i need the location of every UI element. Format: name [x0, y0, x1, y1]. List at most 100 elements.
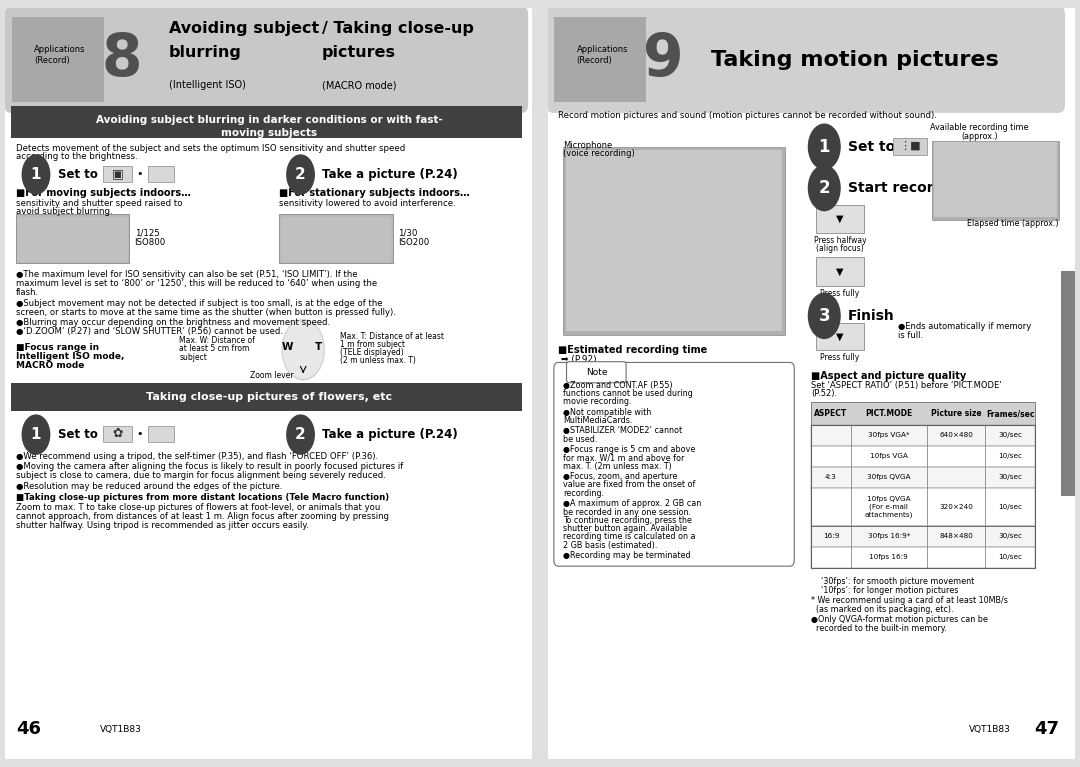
- Text: (MACRO mode): (MACRO mode): [322, 80, 396, 90]
- Text: Taking close-up pictures of flowers, etc: Taking close-up pictures of flowers, etc: [146, 392, 392, 402]
- Text: 10fps VGA: 10fps VGA: [869, 453, 908, 459]
- Text: 8: 8: [102, 31, 141, 88]
- Bar: [103, 166, 132, 182]
- Text: ➡ (P.92): ➡ (P.92): [561, 355, 596, 364]
- Text: (P.52).: (P.52).: [811, 389, 837, 398]
- FancyBboxPatch shape: [554, 363, 794, 566]
- Text: MACRO mode: MACRO mode: [16, 361, 84, 370]
- Text: ▣: ▣: [112, 167, 123, 180]
- Text: PICT.MODE: PICT.MODE: [865, 409, 913, 418]
- Text: ■Aspect and picture quality: ■Aspect and picture quality: [811, 371, 967, 381]
- FancyBboxPatch shape: [567, 362, 626, 383]
- Bar: [811, 488, 1035, 525]
- Text: Set ‘ASPECT RATIO’ (P.51) before ‘PICT.MODE’: Set ‘ASPECT RATIO’ (P.51) before ‘PICT.M…: [811, 380, 1002, 390]
- Text: Taking motion pictures: Taking motion pictures: [711, 50, 999, 70]
- Text: 10/sec: 10/sec: [998, 453, 1022, 459]
- Text: 30fps 16:9*: 30fps 16:9*: [867, 533, 910, 539]
- Circle shape: [809, 166, 840, 211]
- Text: Zoom to max. T to take close-up pictures of flowers at foot-level, or animals th: Zoom to max. T to take close-up pictures…: [16, 503, 380, 512]
- Text: (align focus): (align focus): [816, 244, 864, 252]
- Text: (Record): (Record): [35, 56, 70, 64]
- Text: recording time is calculated on a: recording time is calculated on a: [564, 532, 696, 542]
- Text: 16:9: 16:9: [823, 533, 839, 539]
- Text: 10fps 16:9: 10fps 16:9: [869, 554, 908, 560]
- Text: sensitivity lowered to avoid interference.: sensitivity lowered to avoid interferenc…: [280, 199, 456, 208]
- Text: 1: 1: [30, 167, 41, 182]
- Text: ASPECT: ASPECT: [814, 409, 848, 418]
- Text: Elapsed time (approx.): Elapsed time (approx.): [968, 219, 1058, 228]
- Bar: [16, 214, 130, 263]
- Text: 1/125: 1/125: [135, 229, 160, 238]
- Bar: [811, 446, 1035, 467]
- Bar: [566, 150, 782, 331]
- Text: Press halfway: Press halfway: [813, 236, 866, 245]
- Text: (TELE displayed): (TELE displayed): [340, 348, 404, 357]
- Bar: [548, 708, 1075, 759]
- Text: Take a picture (P.24): Take a picture (P.24): [322, 428, 457, 441]
- Text: ■Taking close-up pictures from more distant locations (Tele Macro function): ■Taking close-up pictures from more dist…: [16, 492, 389, 502]
- Text: ■For stationary subjects indoors…: ■For stationary subjects indoors…: [280, 189, 470, 199]
- Text: Note: Note: [585, 367, 607, 377]
- Text: at least 5 cm from: at least 5 cm from: [179, 344, 249, 354]
- Text: ■Estimated recording time: ■Estimated recording time: [558, 344, 707, 354]
- Text: ▼: ▼: [836, 332, 843, 342]
- Text: Zoom lever: Zoom lever: [249, 371, 294, 380]
- Circle shape: [283, 321, 323, 378]
- Text: movie recording.: movie recording.: [564, 397, 632, 406]
- Text: 1 m from subject: 1 m from subject: [340, 340, 405, 349]
- Text: ●Ends automatically if memory: ●Ends automatically if memory: [899, 322, 1031, 331]
- Bar: [811, 425, 1035, 568]
- Bar: [811, 402, 1035, 425]
- Bar: [280, 214, 393, 263]
- Text: Applications: Applications: [577, 45, 629, 54]
- Text: Max. T: Distance of at least: Max. T: Distance of at least: [340, 331, 444, 341]
- Text: 30fps QVGA: 30fps QVGA: [867, 475, 910, 480]
- Circle shape: [282, 320, 324, 380]
- Text: 10fps QVGA
(For e-mail
attachments): 10fps QVGA (For e-mail attachments): [865, 495, 913, 518]
- Text: Set to: Set to: [58, 428, 98, 441]
- Text: ISO200: ISO200: [399, 238, 429, 247]
- Text: 30/sec: 30/sec: [998, 433, 1022, 439]
- Text: ●The maximum level for ISO sensitivity can also be set (P.51, ‘ISO LIMIT’). If t: ●The maximum level for ISO sensitivity c…: [16, 270, 357, 279]
- Text: avoid subject blurring.: avoid subject blurring.: [16, 207, 112, 216]
- Text: ■Focus range in: ■Focus range in: [16, 343, 99, 352]
- Text: •: •: [136, 429, 143, 439]
- Text: shutter button again. Available: shutter button again. Available: [564, 524, 688, 533]
- Text: Set to: Set to: [848, 140, 895, 153]
- Text: Applications: Applications: [35, 45, 86, 54]
- Text: moving subjects: moving subjects: [220, 128, 318, 138]
- Bar: [816, 324, 864, 350]
- Text: ●‘D.ZOOM’ (P.27) and ‘SLOW SHUTTER’ (P.56) cannot be used.: ●‘D.ZOOM’ (P.27) and ‘SLOW SHUTTER’ (P.5…: [16, 328, 283, 336]
- Text: 848×480: 848×480: [940, 533, 973, 539]
- Text: VQT1B83: VQT1B83: [969, 725, 1011, 734]
- Circle shape: [23, 155, 50, 194]
- Bar: [11, 106, 522, 139]
- Bar: [932, 140, 1058, 219]
- Text: (voice recording): (voice recording): [564, 149, 635, 158]
- Circle shape: [809, 124, 840, 170]
- Text: ●Moving the camera after aligning the focus is likely to result in poorly focuse: ●Moving the camera after aligning the fo…: [16, 463, 403, 472]
- Bar: [934, 142, 1057, 217]
- Text: ●Focus, zoom, and aperture: ●Focus, zoom, and aperture: [564, 472, 678, 481]
- Text: Finish: Finish: [848, 309, 894, 323]
- Text: max. T. (2m unless max. T): max. T. (2m unless max. T): [564, 462, 672, 471]
- Text: value are fixed from the onset of: value are fixed from the onset of: [564, 480, 696, 489]
- Bar: [893, 138, 927, 155]
- Text: according to the brightness.: according to the brightness.: [16, 152, 137, 161]
- Text: ●We recommend using a tripod, the self-timer (P.35), and flash ‘FORCED OFF’ (P.3: ●We recommend using a tripod, the self-t…: [16, 452, 378, 461]
- Bar: [11, 384, 522, 411]
- Text: 3: 3: [819, 307, 831, 325]
- Text: Microphone: Microphone: [564, 140, 612, 150]
- Text: (Record): (Record): [577, 56, 612, 64]
- Text: 10/sec: 10/sec: [998, 554, 1022, 560]
- Text: Intelligent ISO mode,: Intelligent ISO mode,: [16, 352, 124, 361]
- Bar: [811, 467, 1035, 488]
- Bar: [816, 205, 864, 233]
- Bar: [816, 257, 864, 286]
- Text: W: W: [282, 342, 293, 352]
- Text: ■For moving subjects indoors…: ■For moving subjects indoors…: [16, 189, 191, 199]
- Bar: [103, 426, 132, 442]
- Text: be recorded in any one session.: be recorded in any one session.: [564, 508, 691, 516]
- Text: ●Zoom and CONT.AF (P.55): ●Zoom and CONT.AF (P.55): [564, 380, 673, 390]
- Text: Take a picture (P.24): Take a picture (P.24): [322, 168, 457, 181]
